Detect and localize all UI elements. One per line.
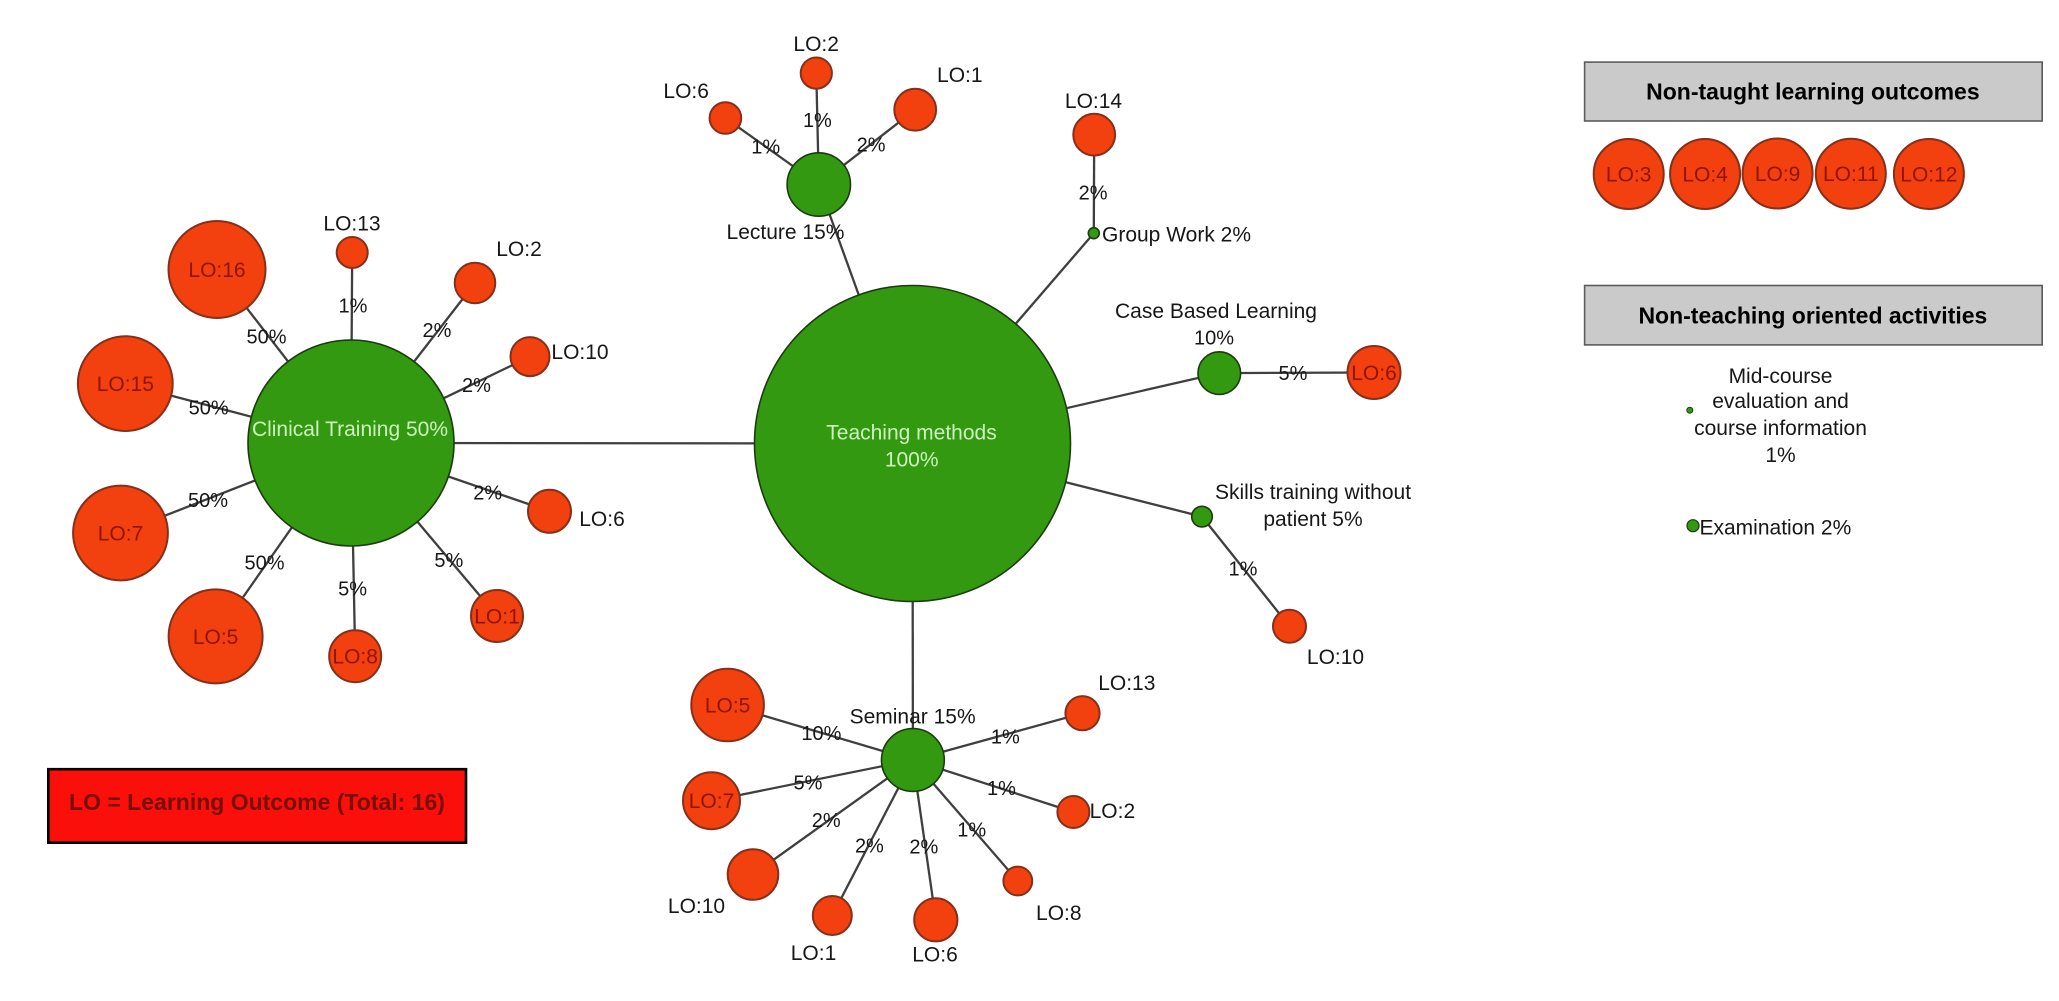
svg-text:LO:1: LO:1	[474, 606, 520, 629]
svg-text:Case Based Learning: Case Based Learning	[1115, 300, 1317, 323]
svg-text:LO:11: LO:11	[1823, 163, 1879, 186]
svg-text:Mid-course: Mid-course	[1729, 365, 1833, 388]
svg-text:Seminar 15%: Seminar 15%	[850, 705, 976, 728]
svg-text:LO:6: LO:6	[579, 508, 625, 531]
svg-text:LO:13: LO:13	[1098, 672, 1155, 695]
svg-text:LO:16: LO:16	[188, 259, 245, 282]
svg-text:Non-taught learning outcomes: Non-taught learning outcomes	[1646, 78, 1980, 104]
svg-text:LO:10: LO:10	[551, 341, 608, 364]
svg-text:2%: 2%	[909, 837, 938, 859]
svg-text:LO:10: LO:10	[668, 895, 725, 918]
svg-text:Clinical Training 50%: Clinical Training 50%	[252, 418, 448, 441]
svg-text:1%: 1%	[991, 727, 1020, 749]
svg-text:50%: 50%	[244, 553, 284, 575]
svg-text:course information: course information	[1694, 417, 1867, 440]
svg-text:1%: 1%	[803, 110, 832, 132]
svg-text:Teaching methods: Teaching methods	[826, 421, 996, 444]
svg-text:10%: 10%	[801, 723, 841, 745]
svg-text:LO:2: LO:2	[793, 33, 839, 56]
svg-text:LO:12: LO:12	[1900, 164, 1957, 187]
svg-text:LO:10: LO:10	[1307, 646, 1364, 669]
svg-text:LO:14: LO:14	[1065, 90, 1123, 113]
svg-text:5%: 5%	[794, 773, 823, 795]
svg-text:LO:8: LO:8	[1036, 902, 1082, 925]
svg-text:1%: 1%	[751, 136, 780, 158]
svg-text:LO:7: LO:7	[98, 523, 144, 546]
svg-text:10%: 10%	[1194, 327, 1234, 349]
svg-text:2%: 2%	[462, 375, 491, 397]
svg-text:2%: 2%	[423, 320, 452, 342]
svg-text:50%: 50%	[246, 327, 286, 349]
svg-text:LO:8: LO:8	[332, 646, 378, 669]
svg-text:LO:6: LO:6	[1351, 362, 1397, 385]
svg-text:LO:13: LO:13	[323, 213, 380, 236]
svg-text:LO:7: LO:7	[689, 790, 735, 813]
svg-text:LO:4: LO:4	[1682, 164, 1728, 187]
svg-text:LO:5: LO:5	[705, 695, 751, 718]
svg-text:5%: 5%	[1279, 363, 1308, 385]
svg-text:2%: 2%	[857, 135, 886, 157]
svg-text:LO:6: LO:6	[663, 80, 709, 103]
svg-text:LO:9: LO:9	[1755, 163, 1801, 186]
svg-text:LO:3: LO:3	[1606, 164, 1652, 187]
svg-text:LO:15: LO:15	[97, 373, 154, 396]
svg-text:5%: 5%	[434, 550, 463, 572]
svg-text:patient 5%: patient 5%	[1263, 508, 1362, 531]
svg-text:evaluation and: evaluation and	[1712, 390, 1849, 413]
svg-text:2%: 2%	[473, 483, 502, 505]
svg-text:LO:6: LO:6	[912, 944, 958, 967]
svg-text:2%: 2%	[1079, 183, 1108, 205]
svg-text:Examination 2%: Examination 2%	[1700, 516, 1852, 539]
svg-text:Lecture 15%: Lecture 15%	[727, 221, 845, 244]
svg-text:1%: 1%	[1765, 444, 1795, 467]
svg-text:LO:1: LO:1	[791, 942, 837, 965]
svg-text:2%: 2%	[812, 810, 841, 832]
svg-text:50%: 50%	[189, 398, 229, 420]
svg-text:LO:1: LO:1	[937, 64, 983, 87]
svg-text:50%: 50%	[188, 490, 228, 512]
svg-text:Skills training without: Skills training without	[1215, 481, 1411, 504]
svg-text:1%: 1%	[339, 296, 368, 318]
svg-text:100%: 100%	[885, 449, 939, 472]
svg-text:1%: 1%	[1229, 559, 1258, 581]
svg-text:1%: 1%	[987, 778, 1016, 800]
svg-text:1%: 1%	[957, 820, 986, 842]
svg-text:LO = Learning Outcome (Total:: LO = Learning Outcome (Total: 16)	[69, 789, 445, 815]
svg-text:LO:2: LO:2	[1090, 800, 1136, 823]
svg-text:LO:2: LO:2	[496, 238, 542, 261]
svg-text:Group Work 2%: Group Work 2%	[1102, 223, 1251, 246]
svg-text:Non-teaching oriented activiti: Non-teaching oriented activities	[1638, 303, 1987, 329]
svg-text:2%: 2%	[855, 836, 884, 858]
svg-text:5%: 5%	[338, 579, 367, 601]
svg-text:LO:5: LO:5	[193, 626, 239, 649]
